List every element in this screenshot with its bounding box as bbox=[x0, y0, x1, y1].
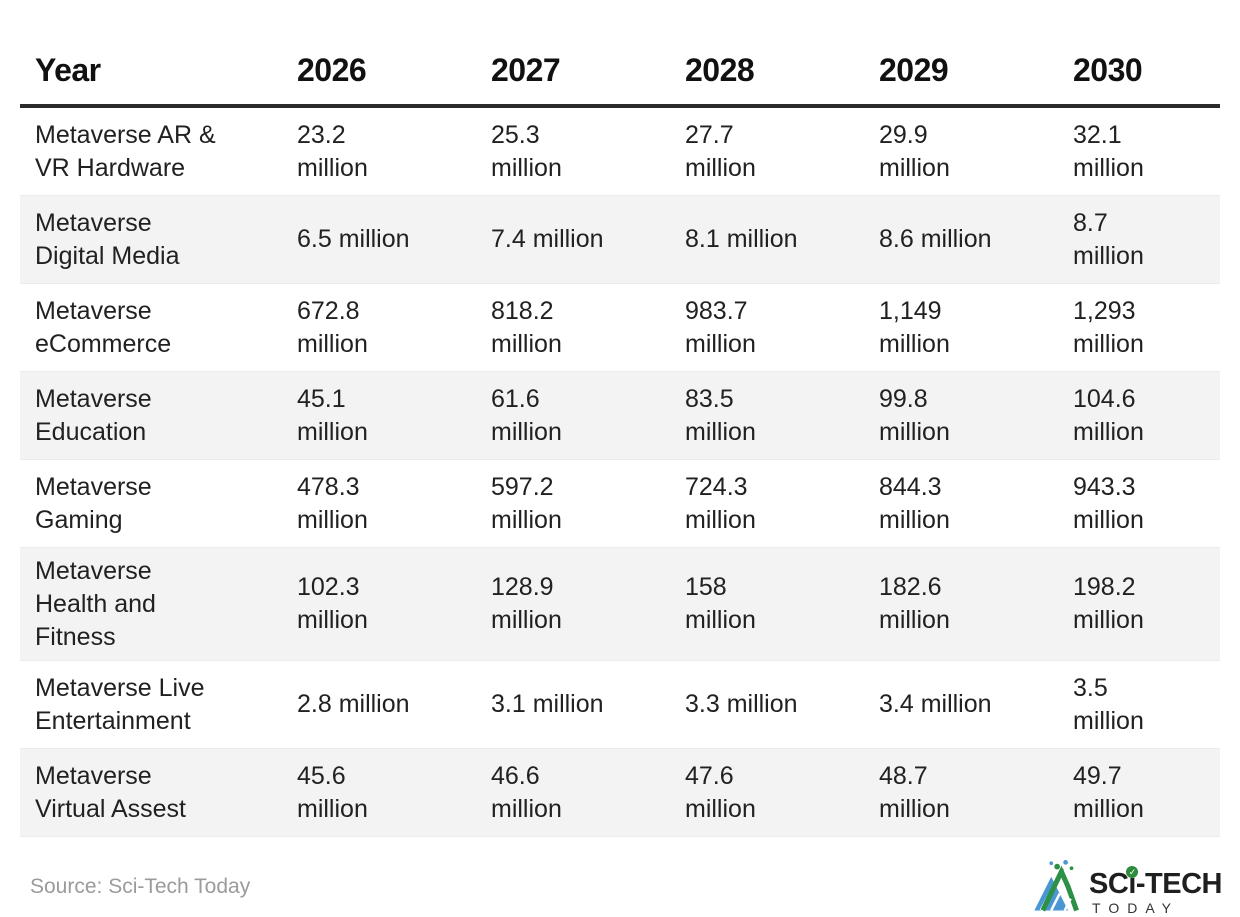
table-row: Metaverse AR & VR Hardware 23.2 million … bbox=[20, 108, 1220, 195]
cell-value: 3.5 million bbox=[1073, 673, 1144, 735]
cell-value: 48.7 million bbox=[879, 761, 950, 823]
cell-value: 943.3 million bbox=[1073, 472, 1144, 534]
cell-value: 45.1 million bbox=[297, 384, 368, 446]
year-column-header: 2030 bbox=[1073, 52, 1143, 88]
logo-brand-pre: SC bbox=[1089, 868, 1129, 900]
cell-value: 104.6 million bbox=[1073, 384, 1144, 446]
table-row: Metaverse eCommerce 672.8 million 818.2 … bbox=[20, 284, 1220, 371]
cell-value: 1,293 million bbox=[1073, 296, 1144, 358]
footer: Source: Sci-Tech Today SCi ✓ -TECH TODAY bbox=[30, 857, 1223, 917]
sci-tech-today-logo: SCi ✓ -TECH TODAY bbox=[1031, 857, 1223, 917]
cell-value: 6.5 million bbox=[297, 225, 410, 253]
cell-value: 597.2 million bbox=[491, 472, 562, 534]
cell-value: 158 million bbox=[685, 573, 756, 634]
logo-text: SCi ✓ -TECH TODAY bbox=[1089, 866, 1223, 917]
cell-value: 8.1 million bbox=[685, 225, 798, 253]
row-label: Metaverse Virtual Assest bbox=[35, 761, 187, 823]
cell-value: 3.1 million bbox=[491, 690, 604, 718]
row-label: Metaverse Health and Fitness bbox=[35, 556, 156, 651]
row-label: Metaverse Live Entertainment bbox=[35, 673, 205, 735]
row-label: Metaverse AR & VR Hardware bbox=[35, 120, 216, 182]
cell-value: 99.8 million bbox=[879, 384, 950, 446]
year-column-header: 2026 bbox=[297, 52, 367, 88]
cell-value: 724.3 million bbox=[685, 472, 756, 534]
cell-value: 844.3 million bbox=[879, 472, 950, 534]
cell-value: 47.6 million bbox=[685, 761, 756, 823]
cell-value: 3.3 million bbox=[685, 690, 798, 718]
data-table: Year 2026 2027 2028 2029 2030 Metaverse … bbox=[20, 0, 1220, 837]
cell-value: 102.3 million bbox=[297, 573, 368, 634]
logo-brand-post: -TECH bbox=[1135, 868, 1223, 900]
sci-tech-logo-icon bbox=[1034, 860, 1079, 912]
year-column-header: 2029 bbox=[879, 52, 949, 88]
cell-value: 198.2 million bbox=[1073, 573, 1144, 634]
cell-value: 61.6 million bbox=[491, 384, 562, 446]
year-column-header: 2028 bbox=[685, 52, 755, 88]
cell-value: 478.3 million bbox=[297, 472, 368, 534]
cell-value: 8.7 million bbox=[1073, 208, 1144, 270]
cell-value: 8.6 million bbox=[879, 225, 992, 253]
cell-value: 32.1 million bbox=[1073, 120, 1144, 182]
table-row: Metaverse Gaming 478.3 million 597.2 mil… bbox=[20, 460, 1220, 547]
cell-value: 49.7 million bbox=[1073, 761, 1144, 823]
row-label: Metaverse Education bbox=[35, 384, 152, 446]
cell-value: 83.5 million bbox=[685, 384, 756, 446]
table-row: Metaverse Virtual Assest 45.6 million 46… bbox=[20, 748, 1220, 837]
logo-tagline: TODAY bbox=[1092, 900, 1179, 916]
cell-value: 25.3 million bbox=[491, 120, 562, 182]
source-credit: Source: Sci-Tech Today bbox=[30, 875, 251, 898]
cell-value: 182.6 million bbox=[879, 573, 950, 634]
cell-value: 983.7 million bbox=[685, 296, 756, 358]
table-row: Metaverse Health and Fitness 102.3 milli… bbox=[20, 547, 1220, 661]
table-header-row: Year 2026 2027 2028 2029 2030 bbox=[20, 0, 1220, 108]
cell-value: 23.2 million bbox=[297, 120, 368, 182]
year-column-header: 2027 bbox=[491, 52, 561, 88]
year-column-header: Year bbox=[35, 52, 101, 88]
cell-value: 46.6 million bbox=[491, 761, 562, 823]
cell-value: 27.7 million bbox=[685, 120, 756, 182]
cell-value: 7.4 million bbox=[491, 225, 604, 253]
cell-value: 128.9 million bbox=[491, 573, 562, 634]
cell-value: 672.8 million bbox=[297, 296, 368, 358]
table-row: Metaverse Education 45.1 million 61.6 mi… bbox=[20, 371, 1220, 460]
cell-value: 3.4 million bbox=[879, 690, 992, 718]
cell-value: 29.9 million bbox=[879, 120, 950, 182]
row-label: Metaverse Digital Media bbox=[35, 208, 180, 270]
logo-brand-i-letter: i bbox=[1128, 868, 1136, 900]
table-row: Metaverse Live Entertainment 2.8 million… bbox=[20, 661, 1220, 748]
cell-value: 818.2 million bbox=[491, 296, 562, 358]
table-row: Metaverse Digital Media 6.5 million 7.4 … bbox=[20, 195, 1220, 284]
logo-brand-i: i ✓ bbox=[1126, 866, 1139, 900]
cell-value: 2.8 million bbox=[297, 690, 410, 718]
cell-value: 1,149 million bbox=[879, 296, 950, 358]
cell-value: 45.6 million bbox=[297, 761, 368, 823]
logo-brand: SCi ✓ -TECH bbox=[1089, 866, 1223, 900]
check-icon: ✓ bbox=[1126, 866, 1139, 878]
row-label: Metaverse eCommerce bbox=[35, 296, 172, 358]
row-label: Metaverse Gaming bbox=[35, 472, 152, 534]
